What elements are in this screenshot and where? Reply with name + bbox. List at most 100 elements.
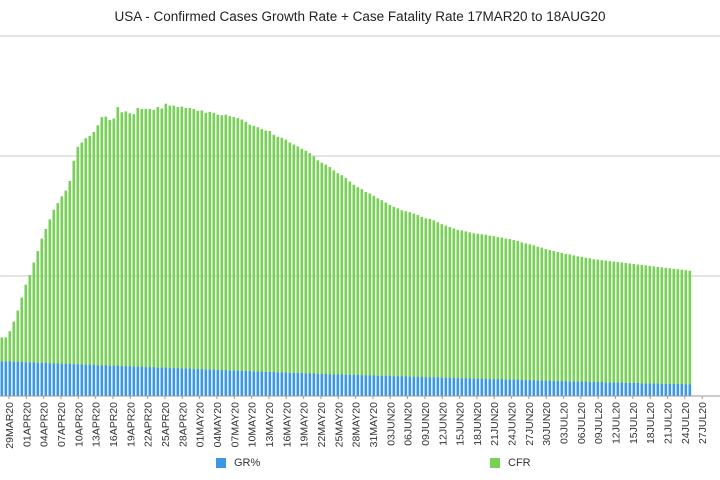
gr-bar xyxy=(400,376,404,396)
cfr-bar xyxy=(444,225,448,396)
cfr-bar xyxy=(288,142,292,396)
gr-bar xyxy=(60,363,64,396)
gr-bar xyxy=(32,362,36,396)
x-tick-label: 06JUN20 xyxy=(403,402,415,446)
cfr-bar xyxy=(60,196,64,396)
cfr-bar xyxy=(632,264,636,396)
cfr-bar xyxy=(416,215,420,396)
cfr-bar xyxy=(612,261,616,396)
cfr-bar xyxy=(564,253,568,396)
cfr-bar xyxy=(532,245,536,396)
gr-bar xyxy=(216,370,220,396)
gr-bar xyxy=(520,380,524,396)
cfr-bar xyxy=(140,108,144,397)
cfr-bar xyxy=(484,234,488,396)
gr-bar xyxy=(448,377,452,396)
cfr-bar xyxy=(652,266,656,396)
cfr-bar xyxy=(344,178,348,396)
gr-bar xyxy=(240,371,244,396)
cfr-bar xyxy=(176,107,180,396)
gr-bar xyxy=(100,365,104,396)
cfr-bar xyxy=(256,127,260,396)
cfr-bar xyxy=(448,227,452,396)
gr-bar xyxy=(252,371,256,396)
cfr-bar xyxy=(100,117,104,397)
gr-bar xyxy=(348,374,352,396)
cfr-bar xyxy=(376,198,380,396)
legend-item-cfr: CFR xyxy=(490,457,531,469)
gr-bar xyxy=(136,366,140,396)
gr-bar xyxy=(464,378,468,396)
cfr-bar xyxy=(20,297,24,396)
cfr-bar xyxy=(212,112,216,397)
gr-bar xyxy=(204,369,208,396)
gr-bar xyxy=(376,375,380,396)
gr-bar xyxy=(132,366,136,396)
cfr-bar xyxy=(196,110,200,396)
gr-bar xyxy=(192,369,196,396)
x-tick-label: 21JUN20 xyxy=(489,402,501,446)
cfr-bar xyxy=(600,260,604,396)
gr-bar xyxy=(484,378,488,396)
gr-bar xyxy=(332,374,336,396)
gr-bar xyxy=(680,384,684,396)
gr-bar xyxy=(152,367,156,396)
gr-bar xyxy=(496,379,500,396)
cfr-bar xyxy=(540,247,544,396)
gr-bar xyxy=(364,375,368,396)
gr-bar xyxy=(480,378,484,396)
x-tick-label: 03JUN20 xyxy=(385,402,397,446)
gr-bar xyxy=(196,369,200,396)
gr-bar xyxy=(392,376,396,396)
gr-bar xyxy=(68,363,72,396)
gr-bar xyxy=(28,362,32,396)
cfr-bar xyxy=(292,144,296,396)
cfr-bar xyxy=(116,107,120,396)
gr-bar xyxy=(120,366,124,396)
gr-bar xyxy=(84,364,88,396)
gr-bar xyxy=(176,368,180,396)
gr-bar xyxy=(564,381,568,396)
cfr-bar xyxy=(644,265,648,396)
gr-bar xyxy=(676,384,680,396)
gr-bar xyxy=(536,380,540,396)
gr-bar xyxy=(572,381,576,396)
x-tick-label: 19MAY20 xyxy=(299,402,311,447)
cfr-bar xyxy=(368,193,372,396)
cfr-bar xyxy=(96,125,100,396)
cfr-bar xyxy=(504,238,508,396)
gr-bar xyxy=(172,368,176,396)
cfr-bar xyxy=(56,203,60,396)
gr-bar xyxy=(344,374,348,396)
gr-bar xyxy=(504,379,508,396)
cfr-bar xyxy=(496,237,500,396)
gr-bar xyxy=(556,381,560,396)
cfr-bar xyxy=(300,148,304,396)
gr-bar xyxy=(412,376,416,396)
cfr-bar xyxy=(400,210,404,396)
gr-bar xyxy=(372,375,376,396)
cfr-bar xyxy=(688,270,692,396)
gr-bar xyxy=(636,383,640,396)
cfr-bar xyxy=(52,209,56,396)
gr-bar xyxy=(488,379,492,396)
cfr-bar xyxy=(220,115,224,396)
gr-bar xyxy=(388,375,392,396)
cfr-bar xyxy=(284,139,288,396)
cfr-bar xyxy=(684,270,688,396)
x-tick-label: 09JUN20 xyxy=(420,402,432,446)
cfr-bar xyxy=(312,156,316,396)
cfr-bar xyxy=(348,181,352,396)
x-tick-label: 27JUN20 xyxy=(524,402,536,446)
cfr-bar xyxy=(252,125,256,396)
gr-bar xyxy=(664,384,668,396)
gr-bar xyxy=(456,378,460,396)
gr-bar xyxy=(628,383,632,396)
cfr-bar xyxy=(440,224,444,396)
cfr-bar xyxy=(596,259,600,396)
gr-bar xyxy=(88,364,92,396)
gr-bar xyxy=(440,377,444,396)
gr-bar xyxy=(140,366,144,396)
cfr-bar xyxy=(304,150,308,396)
cfr-bar xyxy=(552,251,556,396)
